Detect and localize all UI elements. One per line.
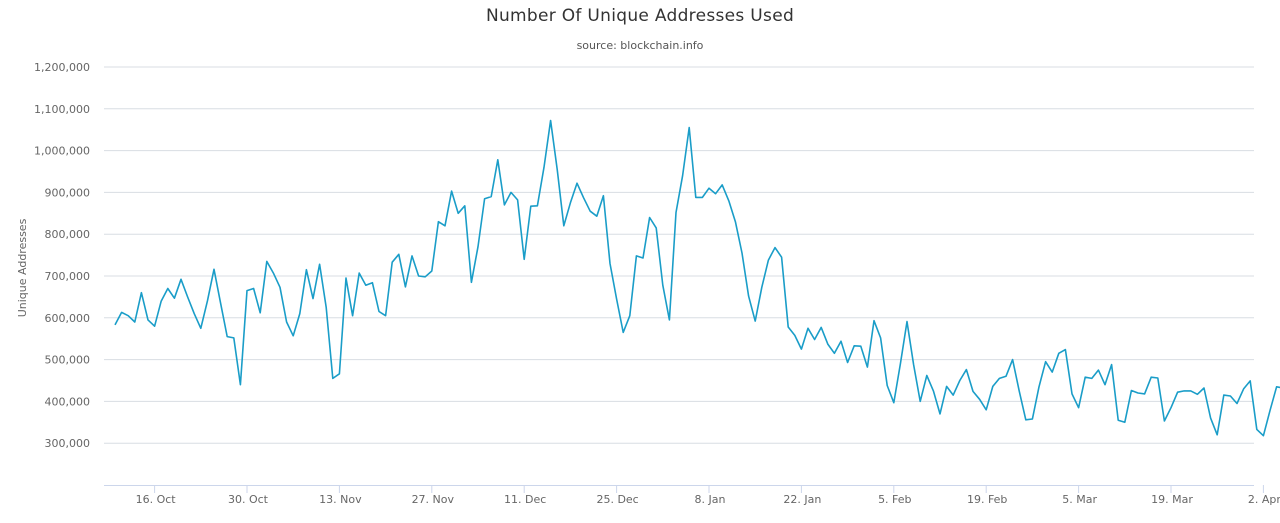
chart-title: Number Of Unique Addresses Used <box>485 6 795 26</box>
x-tick-label: 19. Feb <box>967 493 1007 506</box>
x-axis: 16. Oct 30. Oct 13. Nov 27. Nov 11. Dec 25. D… <box>104 485 1280 506</box>
series-line <box>114 119 1280 437</box>
y-tick-label: 400,000 <box>45 395 91 408</box>
y-tick-label: 800,000 <box>45 228 91 241</box>
x-tick-label: 11. Dec <box>504 493 546 506</box>
y-tick-label: 900,000 <box>45 186 91 199</box>
x-tick-label: 22. Jan <box>783 493 821 506</box>
x-tick-label: 2. Apr <box>1248 493 1280 506</box>
y-tick-label: 600,000 <box>45 312 91 325</box>
y-tick-label: 300,000 <box>45 437 91 450</box>
x-tick-label: 5. Mar <box>1062 493 1097 506</box>
grid-lines <box>104 66 1254 444</box>
x-tick-label: 19. Mar <box>1151 493 1193 506</box>
series-layer <box>114 119 1280 437</box>
x-tick-label: 25. Dec <box>596 493 638 506</box>
chart-subtitle: source: blockchain.info <box>576 39 704 52</box>
x-tick-label: 13. Nov <box>319 493 362 506</box>
x-tick-label: 16. Oct <box>136 493 177 506</box>
x-tick-label: 27. Nov <box>412 493 455 506</box>
y-tick-label: 1,000,000 <box>34 145 90 158</box>
x-tick-label: 30. Oct <box>228 493 269 506</box>
x-tick-label: 5. Feb <box>878 493 911 506</box>
y-axis-title: Unique Addresses <box>16 218 29 317</box>
y-tick-label: 700,000 <box>45 270 91 283</box>
y-tick-label: 500,000 <box>45 354 91 367</box>
y-axis: 300,000 400,000 500,000 600,000 700,000 800,0… <box>34 61 90 450</box>
y-tick-label: 1,200,000 <box>34 61 90 74</box>
x-tick-label: 8. Jan <box>695 493 726 506</box>
y-tick-label: 1,100,000 <box>34 103 90 116</box>
